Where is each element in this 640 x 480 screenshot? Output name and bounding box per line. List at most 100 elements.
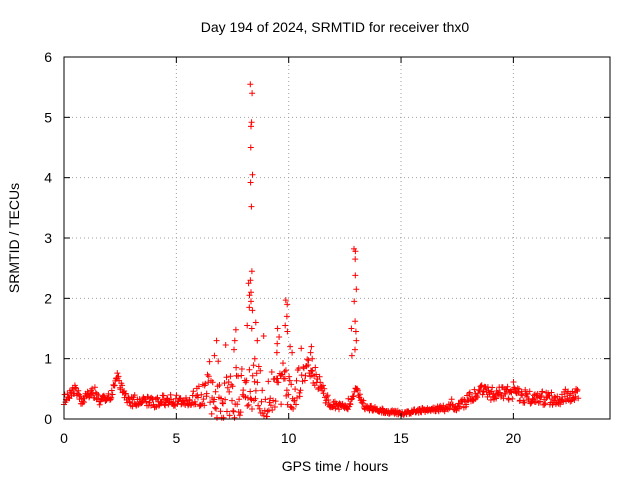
data-point bbox=[320, 382, 326, 389]
data-point bbox=[216, 382, 223, 388]
data-point bbox=[198, 391, 205, 398]
data-point bbox=[245, 280, 252, 287]
data-point bbox=[352, 318, 359, 325]
data-point bbox=[347, 401, 354, 408]
data-point bbox=[317, 379, 324, 386]
data-points bbox=[61, 81, 582, 421]
data-point bbox=[476, 387, 483, 394]
data-point bbox=[302, 372, 309, 379]
x-tick-label: 0 bbox=[60, 430, 68, 446]
data-point bbox=[321, 385, 328, 392]
data-point bbox=[255, 363, 262, 370]
data-point bbox=[109, 391, 116, 398]
data-point bbox=[240, 387, 247, 394]
data-point bbox=[352, 346, 358, 353]
data-point bbox=[286, 373, 293, 380]
data-point bbox=[348, 325, 355, 332]
data-point bbox=[487, 397, 494, 403]
data-point bbox=[111, 382, 118, 389]
data-point bbox=[282, 375, 288, 382]
data-point bbox=[449, 402, 456, 409]
data-point bbox=[262, 396, 269, 403]
data-point bbox=[354, 387, 361, 394]
data-point bbox=[290, 405, 297, 412]
data-point bbox=[557, 401, 564, 408]
data-point bbox=[266, 399, 273, 406]
x-tick-label: 15 bbox=[393, 430, 409, 446]
data-point bbox=[237, 409, 244, 416]
data-point bbox=[117, 386, 124, 393]
data-point bbox=[212, 388, 219, 395]
x-tick-label: 20 bbox=[506, 430, 522, 446]
data-point bbox=[574, 386, 581, 393]
data-point bbox=[247, 144, 254, 151]
data-point bbox=[195, 383, 202, 390]
data-point bbox=[246, 366, 253, 373]
data-point bbox=[274, 340, 281, 347]
data-point bbox=[359, 400, 366, 407]
data-point bbox=[229, 383, 236, 390]
data-point bbox=[298, 345, 305, 352]
data-point bbox=[213, 337, 220, 344]
data-point bbox=[164, 395, 171, 402]
data-point bbox=[252, 319, 259, 326]
data-point bbox=[572, 393, 579, 400]
data-point bbox=[274, 325, 281, 332]
data-point bbox=[105, 390, 112, 397]
data-point bbox=[292, 386, 299, 393]
data-point bbox=[457, 403, 464, 410]
chart-title: Day 194 of 2024, SRMTID for receiver thx… bbox=[201, 19, 470, 35]
data-point bbox=[282, 322, 289, 329]
data-point bbox=[280, 360, 286, 367]
data-point bbox=[519, 392, 526, 399]
data-point bbox=[535, 399, 542, 406]
data-point bbox=[502, 390, 509, 397]
data-point bbox=[252, 395, 259, 402]
data-point bbox=[352, 248, 359, 255]
data-point bbox=[248, 289, 254, 296]
data-point bbox=[84, 388, 91, 395]
data-point bbox=[348, 396, 355, 403]
data-point bbox=[249, 171, 256, 178]
data-point bbox=[325, 397, 332, 403]
data-point bbox=[115, 373, 122, 380]
data-point bbox=[160, 392, 167, 399]
data-point bbox=[91, 384, 98, 391]
data-point bbox=[226, 388, 233, 395]
data-point bbox=[267, 402, 274, 409]
data-point bbox=[183, 394, 189, 401]
data-point bbox=[253, 370, 260, 377]
data-point bbox=[309, 355, 316, 362]
data-point bbox=[269, 407, 276, 413]
data-point bbox=[77, 393, 84, 400]
data-point bbox=[287, 343, 294, 350]
data-point bbox=[307, 349, 314, 356]
data-point bbox=[178, 401, 185, 408]
data-point bbox=[509, 395, 516, 402]
data-point bbox=[235, 373, 242, 380]
data-point bbox=[270, 397, 277, 404]
data-point bbox=[489, 384, 496, 391]
data-point bbox=[248, 268, 255, 275]
data-point bbox=[352, 256, 359, 263]
data-point bbox=[309, 367, 316, 374]
data-point bbox=[475, 390, 481, 397]
data-point bbox=[282, 297, 289, 304]
data-point bbox=[248, 123, 254, 130]
data-point bbox=[295, 365, 302, 372]
data-point bbox=[283, 313, 290, 320]
data-point bbox=[298, 372, 305, 379]
data-point bbox=[226, 412, 233, 419]
data-point bbox=[537, 398, 543, 405]
data-point bbox=[200, 396, 207, 403]
data-point bbox=[238, 372, 245, 379]
data-point bbox=[265, 378, 272, 385]
data-point bbox=[516, 386, 522, 392]
data-point bbox=[301, 377, 308, 384]
data-point bbox=[247, 81, 254, 88]
data-point bbox=[497, 389, 504, 396]
data-point bbox=[288, 381, 295, 388]
data-point bbox=[224, 408, 230, 415]
data-point bbox=[537, 394, 544, 401]
data-point bbox=[474, 394, 481, 401]
